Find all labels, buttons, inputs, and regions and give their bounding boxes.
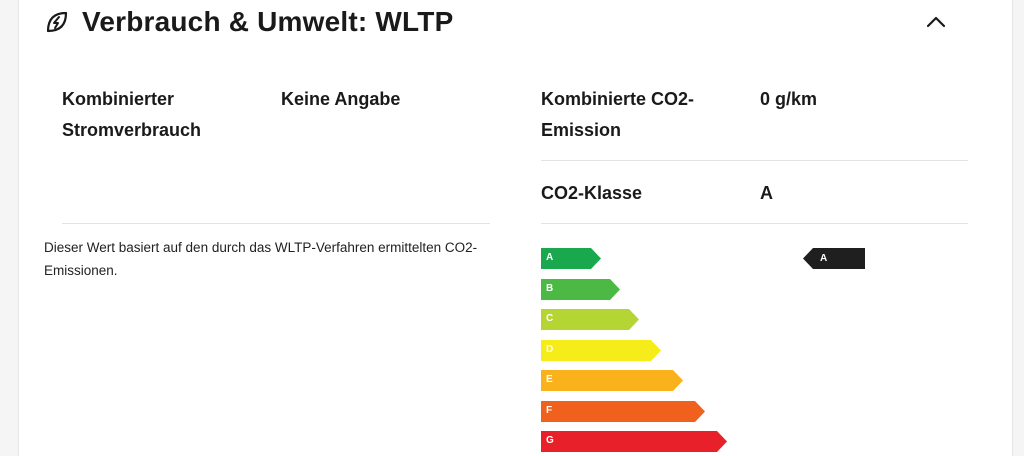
energy-bar-g: [541, 431, 727, 452]
energy-bar-f: [541, 400, 705, 422]
energy-bar-letter: B: [546, 282, 554, 294]
co2-emission-value: 0 g/km: [760, 89, 818, 109]
energy-bar-d: [541, 339, 661, 361]
consumption-value: Keine Angabe: [281, 89, 401, 109]
energy-bar-e: [541, 370, 683, 391]
energy-bar-letter: E: [546, 374, 553, 385]
energy-bar-letter: G: [546, 435, 554, 446]
energy-bar-letter: A: [546, 252, 554, 263]
energy-bar-letter: F: [546, 404, 553, 416]
wltp-note: Dieser Wert basiert auf den durch das WL…: [44, 240, 478, 278]
section-title: Verbrauch & Umwelt: WLTP: [82, 6, 454, 37]
divider: [541, 223, 968, 224]
energy-bar-b: [541, 278, 620, 300]
co2-class-label: CO2-Klasse: [541, 183, 643, 203]
energy-bar-a: [541, 248, 601, 269]
divider: [541, 160, 968, 161]
energy-bar-c: [541, 309, 639, 330]
current-class-marker: [803, 248, 865, 269]
energy-bar-letter: C: [546, 313, 554, 324]
current-class-letter: A: [820, 253, 828, 264]
section-header[interactable]: Verbrauch & Umwelt: WLTP: [44, 2, 954, 42]
wltp-card: [18, 0, 1013, 456]
chevron-up-icon[interactable]: [922, 8, 950, 36]
co2-emission-label: Kombinierte CO2-Emission: [541, 89, 695, 140]
co2-class-value: A: [760, 183, 773, 203]
leaf-bolt-icon: [44, 9, 70, 35]
consumption-label: Kombinierter Stromverbrauch: [62, 89, 202, 140]
energy-bar-letter: D: [546, 343, 554, 355]
divider: [62, 223, 490, 224]
